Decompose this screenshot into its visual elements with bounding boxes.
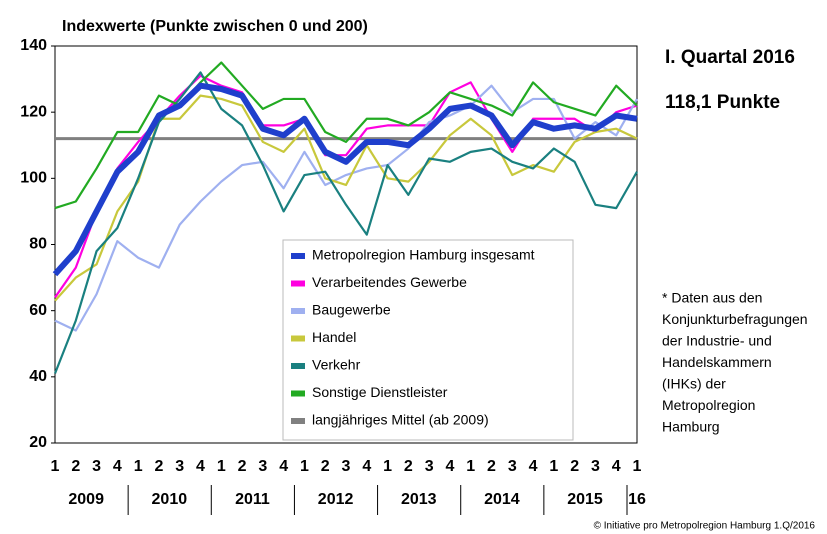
year-label: 2014 (484, 491, 520, 508)
x-tick-label: 2 (321, 458, 330, 475)
x-tick-label: 4 (279, 458, 288, 475)
x-tick-label: 4 (362, 458, 371, 475)
legend-label: Verkehr (312, 357, 361, 373)
note-line: Konjunkturbefragungen (662, 311, 808, 327)
x-tick-label: 2 (154, 458, 163, 475)
note-line: * Daten aus den (662, 290, 762, 306)
x-tick-label: 3 (591, 458, 600, 475)
year-label: 2012 (318, 491, 354, 508)
x-tick-label: 1 (300, 458, 309, 475)
series-line (53, 71, 638, 374)
x-tick-label: 2 (487, 458, 496, 475)
x-tick-label: 3 (92, 458, 101, 475)
year-label: 2013 (401, 491, 437, 508)
legend-label: Sonstige Dienstleister (312, 384, 448, 400)
y-tick-label: 60 (29, 302, 47, 319)
legend-label: Verarbeitendes Gewerbe (312, 274, 467, 290)
year-label: 2009 (68, 491, 104, 508)
x-tick-label: 3 (425, 458, 434, 475)
y-tick-label: 140 (20, 37, 47, 54)
x-tick-label: 1 (383, 458, 392, 475)
year-label: 16 (628, 491, 646, 508)
x-tick-label: 2 (71, 458, 80, 475)
y-tick-label: 40 (29, 368, 47, 385)
x-tick-label: 4 (529, 458, 538, 475)
x-tick-label: 1 (217, 458, 226, 475)
y-tick-label: 80 (29, 236, 47, 253)
note-line: der Industrie- und (662, 333, 772, 349)
x-tick-label: 1 (549, 458, 558, 475)
note-line: Metropolregion (662, 397, 755, 413)
x-tick-label: 1 (134, 458, 143, 475)
legend-label: langjähriges Mittel (ab 2009) (312, 412, 489, 428)
x-tick-label: 2 (404, 458, 413, 475)
source: © Initiative pro Metropolregion Hamburg … (594, 521, 816, 532)
x-tick-label: 4 (612, 458, 621, 475)
x-tick-label: 4 (196, 458, 205, 475)
x-tick-label: 4 (445, 458, 454, 475)
x-tick-label: 3 (508, 458, 517, 475)
y-tick-label: 20 (29, 434, 47, 451)
series-line (54, 61, 638, 210)
x-tick-label: 2 (570, 458, 579, 475)
legend-label: Handel (312, 329, 356, 345)
series-line (52, 82, 638, 277)
y-tick-label: 120 (20, 103, 47, 120)
headline-value: 118,1 Punkte (665, 92, 780, 113)
legend (282, 239, 574, 441)
x-tick-label: 3 (175, 458, 184, 475)
x-tick-label: 3 (342, 458, 351, 475)
year-label: 2011 (235, 491, 270, 508)
legend-label: Baugewerbe (312, 302, 391, 318)
year-label: 2010 (152, 491, 188, 508)
chart-title: Indexwerte (Punkte zwischen 0 und 200) (62, 18, 368, 35)
series-line (54, 84, 638, 332)
x-tick-label: 1 (466, 458, 475, 475)
note-line: (IHKs) der (662, 376, 726, 392)
note-line: Hamburg (662, 419, 720, 435)
y-tick-label: 100 (20, 170, 47, 187)
x-tick-label: 4 (113, 458, 122, 475)
year-label: 2015 (567, 491, 603, 508)
x-tick-label: 1 (51, 458, 60, 475)
x-tick-label: 2 (238, 458, 247, 475)
x-tick-label: 3 (258, 458, 267, 475)
x-tick-label: 1 (633, 458, 642, 475)
legend-label: Metropolregion Hamburg insgesamt (312, 247, 535, 263)
note-line: Handelskammern (662, 354, 772, 370)
headline: I. Quartal 2016 (665, 47, 795, 68)
